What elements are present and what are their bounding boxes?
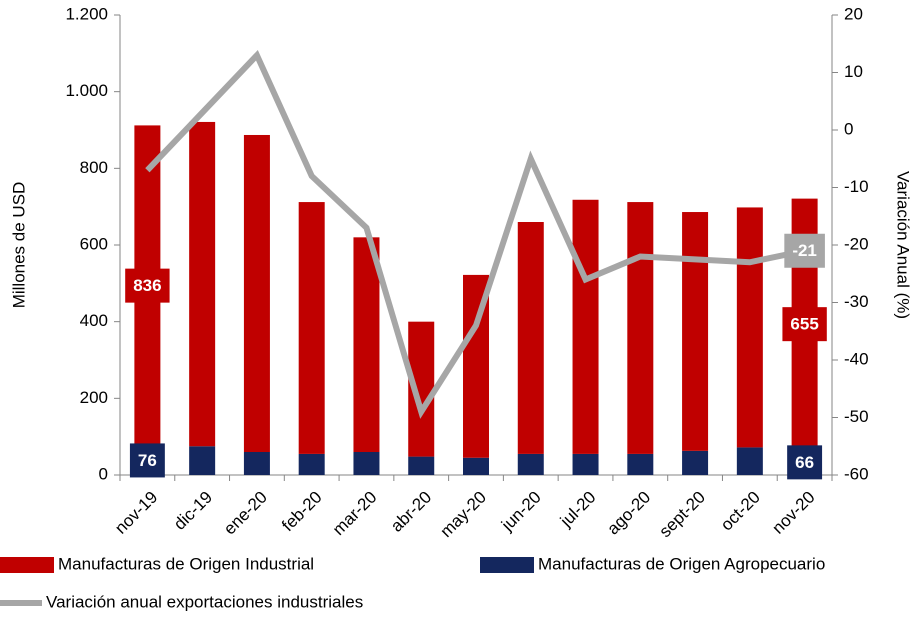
bar <box>736 447 763 475</box>
x-tick-label: nov-20 <box>768 488 818 538</box>
y-tick-label: 200 <box>80 388 108 407</box>
x-tick-label: ene-20 <box>220 488 271 539</box>
data-label-box <box>125 268 170 303</box>
data-label-text: 76 <box>138 451 157 470</box>
bar <box>353 237 380 452</box>
bar <box>682 212 709 451</box>
bar <box>298 202 325 454</box>
data-label: -21 <box>784 233 825 268</box>
data-label-text: 836 <box>133 276 161 295</box>
y2-tick-label: 20 <box>844 4 863 23</box>
bar <box>572 199 599 454</box>
y2-axis-label: Variación Anual (%) <box>894 171 913 319</box>
data-label: 66 <box>787 445 823 480</box>
y-tick-label: 0 <box>99 464 108 483</box>
data-label-text: -21 <box>792 241 817 260</box>
x-tick-label: feb-20 <box>278 488 326 536</box>
data-label: 76 <box>129 443 165 478</box>
data-label-box <box>787 445 823 480</box>
bar <box>189 121 216 447</box>
legend-label: Variación anual exportaciones industrial… <box>46 592 363 611</box>
y2-tick-label: -40 <box>844 349 869 368</box>
bar <box>682 450 709 475</box>
y2-tick-label: -20 <box>844 234 869 253</box>
y2-tick-label: 0 <box>844 119 853 138</box>
bar <box>736 207 763 448</box>
bar <box>353 452 380 475</box>
legend-swatch <box>0 557 54 573</box>
bar <box>243 134 270 452</box>
legend-swatch <box>480 557 534 573</box>
bar <box>189 446 216 475</box>
y-tick-label: 400 <box>80 311 108 330</box>
x-tick-label: sept-20 <box>656 488 710 542</box>
data-label: 836 <box>125 268 170 303</box>
bar <box>627 453 654 475</box>
data-label: 655 <box>782 307 827 342</box>
x-tick-label: oct-20 <box>717 488 764 535</box>
x-tick-label: nov-19 <box>111 488 161 538</box>
data-label-box <box>782 307 827 342</box>
bar <box>243 452 270 475</box>
y-tick-label: 1.200 <box>65 4 108 23</box>
x-tick-label: ago-20 <box>603 488 654 539</box>
y2-tick-label: -50 <box>844 407 869 426</box>
y-tick-label: 800 <box>80 158 108 177</box>
y-tick-label: 600 <box>80 234 108 253</box>
bar <box>408 456 435 475</box>
x-tick-label: dic-19 <box>170 488 216 534</box>
data-label-text: 66 <box>795 453 814 472</box>
y2-tick-label: -10 <box>844 177 869 196</box>
y2-tick-label: -60 <box>844 464 869 483</box>
data-label-box <box>129 443 165 478</box>
bar <box>627 202 654 454</box>
bar <box>517 453 544 475</box>
data-label-text: 655 <box>790 315 818 334</box>
bar <box>517 222 544 454</box>
legend-label: Manufacturas de Origen Industrial <box>58 554 314 573</box>
x-tick-label: jul-20 <box>556 488 600 532</box>
bar <box>572 453 599 475</box>
y-axis-label: Millones de USD <box>9 182 28 309</box>
y2-tick-label: 10 <box>844 62 863 81</box>
data-label-box <box>784 233 825 268</box>
y2-tick-label: -30 <box>844 292 869 311</box>
legend-label: Manufacturas de Origen Agropecuario <box>538 554 825 573</box>
y-tick-label: 1.000 <box>65 81 108 100</box>
x-tick-label: abr-20 <box>387 488 435 536</box>
line-series <box>145 49 806 419</box>
x-tick-label: may-20 <box>436 488 490 542</box>
bar <box>463 457 489 475</box>
bar <box>298 453 325 475</box>
x-tick-label: mar-20 <box>329 488 381 540</box>
x-tick-label: jun-20 <box>497 488 545 536</box>
